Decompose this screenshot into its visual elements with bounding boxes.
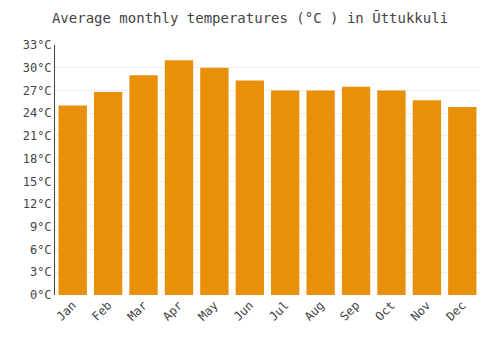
svg-text:Jan: Jan [54, 298, 79, 323]
svg-text:Average monthly temperatures (: Average monthly temperatures (°C ) in Ūt… [52, 10, 448, 26]
svg-text:9°C: 9°C [30, 220, 52, 234]
svg-text:Oct: Oct [373, 298, 398, 323]
svg-text:30°C: 30°C [23, 61, 52, 75]
svg-text:Jun: Jun [231, 298, 256, 323]
svg-text:15°C: 15°C [23, 175, 52, 189]
svg-text:6°C: 6°C [30, 243, 52, 257]
svg-text:Sep: Sep [337, 298, 362, 323]
svg-text:21°C: 21°C [23, 129, 52, 143]
svg-text:May: May [196, 298, 221, 323]
svg-text:Jul: Jul [266, 298, 291, 323]
svg-text:Nov: Nov [408, 298, 433, 323]
svg-text:0°C: 0°C [30, 288, 52, 302]
svg-text:33°C: 33°C [23, 38, 52, 52]
svg-text:24°C: 24°C [23, 106, 52, 120]
svg-text:Feb: Feb [89, 298, 114, 323]
svg-text:3°C: 3°C [30, 265, 52, 279]
svg-text:Apr: Apr [160, 298, 185, 323]
svg-text:Mar: Mar [125, 298, 150, 323]
svg-text:Aug: Aug [302, 298, 327, 323]
svg-text:27°C: 27°C [23, 84, 52, 98]
svg-text:12°C: 12°C [23, 197, 52, 211]
svg-text:18°C: 18°C [23, 152, 52, 166]
svg-text:Dec: Dec [443, 298, 468, 323]
